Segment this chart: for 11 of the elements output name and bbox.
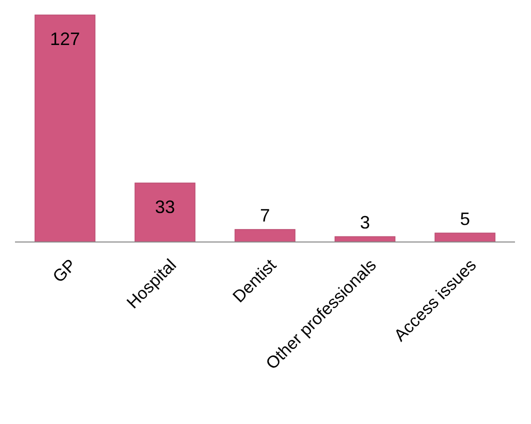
data-label: 3 xyxy=(360,212,370,233)
data-label: 127 xyxy=(50,29,80,49)
data-label: 33 xyxy=(154,197,176,218)
bar xyxy=(334,236,396,242)
x-tick-label: GP xyxy=(49,256,80,286)
data-label: 7 xyxy=(260,205,270,226)
bar xyxy=(134,182,196,242)
bar xyxy=(234,229,296,242)
bar xyxy=(34,14,96,242)
bar xyxy=(434,232,496,242)
data-label: 5 xyxy=(460,209,470,230)
